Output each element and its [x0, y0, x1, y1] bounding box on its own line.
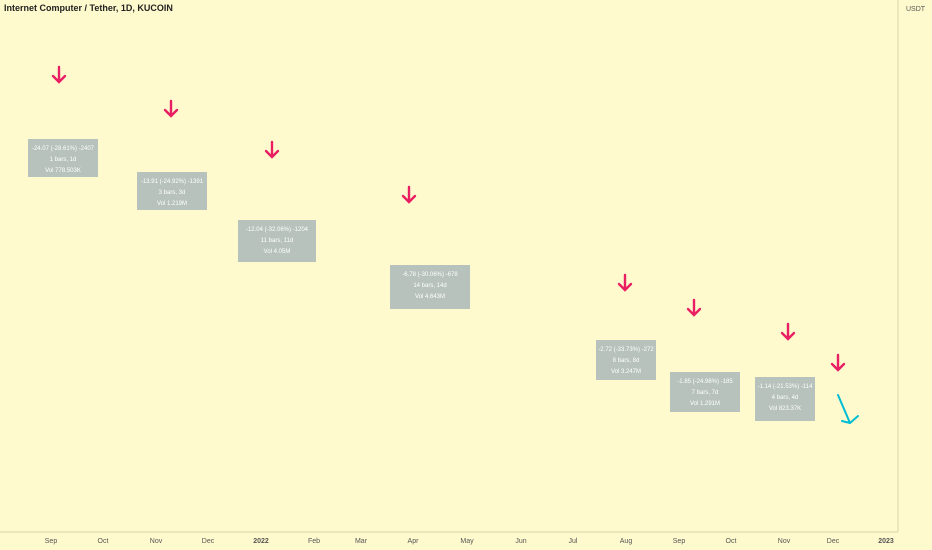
measure-box[interactable]	[755, 377, 815, 421]
x-tick-label: Dec	[202, 538, 215, 545]
measure-box-label: -13.91 (-24.92%) -1391	[141, 179, 204, 185]
x-tick-label: Nov	[778, 538, 791, 545]
down-arrow-icon	[780, 322, 796, 341]
measure-box-label: -12.04 (-32.06%) -1204	[246, 227, 309, 233]
measure-box-label: 8 bars, 8d	[613, 358, 640, 364]
measure-box[interactable]	[137, 172, 207, 210]
measure-box-label: -6.78 (-30.06%) -678	[402, 272, 458, 278]
measure-box-label: 11 bars, 11d	[261, 238, 293, 244]
down-arrow-icon	[51, 65, 67, 84]
measure-box-label: 4 bars, 4d	[772, 395, 799, 401]
measure-box-label: -1.85 (-24.96%) -185	[677, 379, 733, 385]
measure-box-label: -24.07 (-28.61%) -2407	[32, 146, 95, 152]
down-arrow-icon	[264, 140, 280, 159]
measure-box-label: 3 bars, 3d	[159, 190, 186, 196]
measure-box-label: 7 bars, 7d	[692, 390, 719, 396]
x-tick-label: Aug	[620, 538, 633, 545]
down-arrow-icon	[401, 185, 417, 204]
measure-box[interactable]	[390, 265, 470, 309]
measure-box-label: 14 bars, 14d	[413, 283, 446, 289]
measure-box-label: Vol 3.247M	[611, 369, 641, 375]
x-tick-label: 2022	[253, 538, 269, 545]
measure-box-label: -2.72 (-33.73%) -272	[598, 347, 654, 353]
measure-box-label: -1.14 (-21.53%) -114	[758, 384, 814, 390]
x-tick-label: Jul	[569, 538, 578, 545]
measure-box-label: Vol 1.291M	[690, 401, 720, 407]
x-tick-label: Nov	[150, 538, 163, 545]
x-tick-label: Oct	[726, 538, 737, 545]
x-tick-label: Mar	[355, 538, 368, 545]
projection-arrow-icon	[837, 394, 859, 425]
x-tick-label: 2023	[878, 538, 894, 545]
price-axis-currency: USDT	[906, 6, 926, 13]
down-arrow-icon	[830, 353, 846, 372]
x-tick-label: Jun	[515, 538, 526, 545]
measure-box-label: Vol 778.503K	[45, 168, 81, 174]
measure-box-label: Vol 4.05M	[264, 249, 291, 255]
measure-box[interactable]	[238, 220, 316, 262]
measure-box-label: 1 bars, 1d	[50, 157, 77, 163]
measure-box[interactable]	[596, 340, 656, 380]
down-arrow-icon	[686, 298, 702, 317]
x-tick-label: Sep	[673, 538, 686, 545]
x-tick-label: Feb	[308, 538, 320, 545]
down-arrow-icon	[163, 99, 179, 118]
down-arrow-icon	[617, 273, 633, 292]
x-tick-label: Dec	[827, 538, 840, 545]
measure-box-label: Vol 1.219M	[157, 201, 187, 207]
x-tick-label: May	[460, 538, 474, 545]
measure-box[interactable]	[670, 372, 740, 412]
measure-box-label: Vol 4.643M	[415, 294, 445, 300]
x-tick-label: Sep	[45, 538, 58, 545]
measure-box[interactable]	[28, 139, 98, 177]
chart-title: Internet Computer / Tether, 1D, KUCOIN	[4, 3, 173, 13]
measure-box-label: Vol 823.37K	[769, 406, 801, 412]
x-tick-label: Oct	[98, 538, 109, 545]
x-tick-label: Apr	[408, 538, 420, 545]
